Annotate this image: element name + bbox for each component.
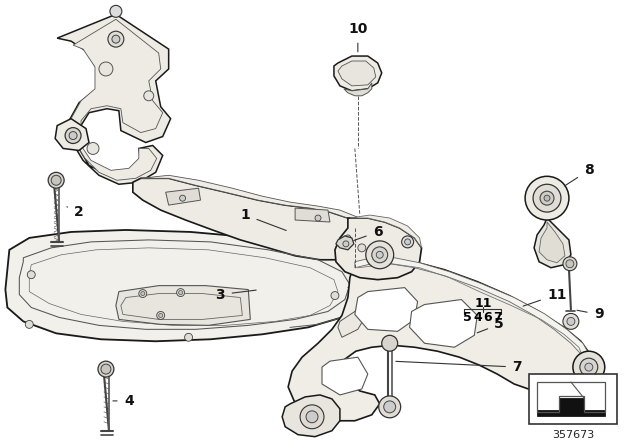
Text: 9: 9 xyxy=(577,307,604,321)
Polygon shape xyxy=(355,258,591,367)
Polygon shape xyxy=(57,14,171,184)
Circle shape xyxy=(69,132,77,139)
Text: 3: 3 xyxy=(216,288,256,302)
Polygon shape xyxy=(282,395,340,437)
Text: 5: 5 xyxy=(463,311,472,324)
Circle shape xyxy=(112,35,120,43)
Circle shape xyxy=(159,314,163,318)
Polygon shape xyxy=(55,119,89,151)
Circle shape xyxy=(345,235,351,241)
FancyBboxPatch shape xyxy=(529,374,617,424)
Circle shape xyxy=(48,172,64,188)
Polygon shape xyxy=(338,302,365,337)
Polygon shape xyxy=(116,286,250,325)
Circle shape xyxy=(402,236,413,248)
Polygon shape xyxy=(322,357,368,395)
Text: 10: 10 xyxy=(348,22,367,52)
Polygon shape xyxy=(539,222,565,263)
Circle shape xyxy=(180,195,186,201)
Circle shape xyxy=(184,333,193,341)
Polygon shape xyxy=(295,208,330,222)
Circle shape xyxy=(563,314,579,329)
Polygon shape xyxy=(336,236,354,250)
Circle shape xyxy=(580,358,598,376)
Polygon shape xyxy=(5,230,368,341)
Circle shape xyxy=(567,318,575,325)
Text: 4: 4 xyxy=(473,311,482,324)
Polygon shape xyxy=(355,288,417,332)
Circle shape xyxy=(87,142,99,155)
Circle shape xyxy=(381,335,397,351)
Polygon shape xyxy=(141,175,368,236)
Circle shape xyxy=(139,289,147,297)
Polygon shape xyxy=(166,188,200,205)
Circle shape xyxy=(525,177,569,220)
Polygon shape xyxy=(288,258,591,421)
Text: 6: 6 xyxy=(354,225,383,241)
Text: 2: 2 xyxy=(67,205,84,219)
Circle shape xyxy=(141,292,145,296)
Circle shape xyxy=(51,175,61,185)
Text: 8: 8 xyxy=(564,164,594,186)
Circle shape xyxy=(343,241,349,247)
Circle shape xyxy=(157,311,164,319)
Polygon shape xyxy=(410,300,477,347)
Text: 6: 6 xyxy=(483,311,492,324)
Text: 4: 4 xyxy=(113,394,134,408)
Circle shape xyxy=(98,361,114,377)
Circle shape xyxy=(376,251,383,258)
Circle shape xyxy=(544,195,550,201)
Circle shape xyxy=(26,320,33,328)
Circle shape xyxy=(563,257,577,271)
Circle shape xyxy=(384,401,396,413)
Circle shape xyxy=(177,289,184,297)
Circle shape xyxy=(566,260,574,268)
Text: 11: 11 xyxy=(523,288,566,306)
Circle shape xyxy=(144,91,154,101)
Polygon shape xyxy=(534,218,571,268)
Circle shape xyxy=(358,244,366,252)
Circle shape xyxy=(306,411,318,423)
Text: 7: 7 xyxy=(493,311,502,324)
Circle shape xyxy=(585,363,593,371)
Text: 11: 11 xyxy=(474,297,492,310)
Polygon shape xyxy=(350,215,422,248)
Circle shape xyxy=(65,128,81,143)
Circle shape xyxy=(540,191,554,205)
Polygon shape xyxy=(133,178,368,260)
Circle shape xyxy=(372,247,388,263)
Circle shape xyxy=(315,215,321,221)
Circle shape xyxy=(179,291,182,294)
Circle shape xyxy=(404,239,411,245)
Text: 357673: 357673 xyxy=(552,430,594,439)
Circle shape xyxy=(99,62,113,76)
Polygon shape xyxy=(344,83,372,96)
Circle shape xyxy=(379,396,401,418)
Circle shape xyxy=(331,292,339,300)
Polygon shape xyxy=(334,56,381,91)
Circle shape xyxy=(300,405,324,429)
Polygon shape xyxy=(335,218,422,280)
Text: 1: 1 xyxy=(241,208,286,230)
Polygon shape xyxy=(338,61,376,86)
Text: 7: 7 xyxy=(396,360,522,374)
Circle shape xyxy=(108,31,124,47)
Polygon shape xyxy=(537,398,605,416)
Text: 5: 5 xyxy=(477,317,504,333)
Circle shape xyxy=(573,351,605,383)
Circle shape xyxy=(28,271,35,279)
Circle shape xyxy=(366,241,394,269)
Circle shape xyxy=(101,364,111,374)
Polygon shape xyxy=(71,19,163,180)
Circle shape xyxy=(110,5,122,17)
Circle shape xyxy=(533,184,561,212)
